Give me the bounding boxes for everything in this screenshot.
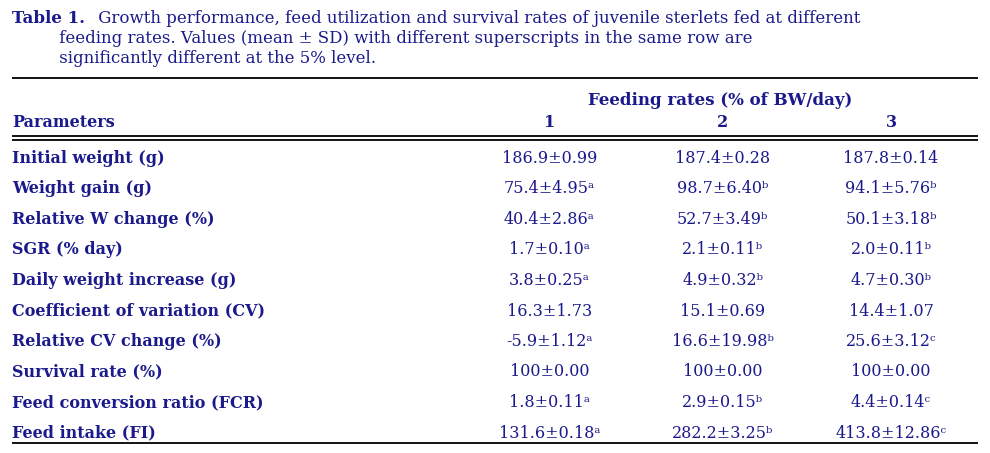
Text: 16.3±1.73: 16.3±1.73: [507, 303, 592, 319]
Text: 4.7±0.30ᵇ: 4.7±0.30ᵇ: [850, 272, 932, 289]
Text: 50.1±3.18ᵇ: 50.1±3.18ᵇ: [845, 211, 937, 228]
Text: 94.1±5.76ᵇ: 94.1±5.76ᵇ: [845, 180, 937, 198]
Text: 1.7±0.10ᵃ: 1.7±0.10ᵃ: [509, 241, 590, 259]
Text: 100±0.00: 100±0.00: [851, 363, 931, 381]
Text: 2.1±0.11ᵇ: 2.1±0.11ᵇ: [682, 241, 763, 259]
Text: Initial weight (g): Initial weight (g): [12, 150, 164, 167]
Text: SGR (% day): SGR (% day): [12, 241, 123, 259]
Text: Parameters: Parameters: [12, 114, 115, 131]
Text: Coefficient of variation (CV): Coefficient of variation (CV): [12, 303, 265, 319]
Text: 282.2±3.25ᵇ: 282.2±3.25ᵇ: [672, 424, 773, 442]
Text: 98.7±6.40ᵇ: 98.7±6.40ᵇ: [677, 180, 768, 198]
Text: Daily weight increase (g): Daily weight increase (g): [12, 272, 237, 289]
Text: 15.1±0.69: 15.1±0.69: [680, 303, 765, 319]
Text: significantly different at the 5% level.: significantly different at the 5% level.: [12, 50, 376, 67]
Text: 2: 2: [717, 114, 729, 131]
Text: 186.9±0.99: 186.9±0.99: [502, 150, 597, 167]
Text: Relative CV change (%): Relative CV change (%): [12, 333, 222, 350]
Text: -5.9±1.12ᵃ: -5.9±1.12ᵃ: [506, 333, 593, 350]
Text: 100±0.00: 100±0.00: [683, 363, 762, 381]
Text: 16.6±19.98ᵇ: 16.6±19.98ᵇ: [672, 333, 773, 350]
Text: 4.9±0.32ᵇ: 4.9±0.32ᵇ: [682, 272, 763, 289]
Text: 2.0±0.11ᵇ: 2.0±0.11ᵇ: [850, 241, 932, 259]
Text: 14.4±1.07: 14.4±1.07: [848, 303, 934, 319]
Text: 413.8±12.86ᶜ: 413.8±12.86ᶜ: [836, 424, 946, 442]
Text: 131.6±0.18ᵃ: 131.6±0.18ᵃ: [499, 424, 600, 442]
Text: 52.7±3.49ᵇ: 52.7±3.49ᵇ: [677, 211, 768, 228]
Text: 1.8±0.11ᵃ: 1.8±0.11ᵃ: [509, 394, 590, 411]
Text: 187.8±0.14: 187.8±0.14: [843, 150, 939, 167]
Text: feeding rates. Values (mean ± SD) with different superscripts in the same row ar: feeding rates. Values (mean ± SD) with d…: [12, 30, 752, 47]
Text: Feed intake (FI): Feed intake (FI): [12, 424, 155, 442]
Text: Feeding rates (% of BW/day): Feeding rates (% of BW/day): [587, 92, 852, 109]
Text: 3: 3: [885, 114, 897, 131]
Text: 100±0.00: 100±0.00: [510, 363, 589, 381]
Text: 75.4±4.95ᵃ: 75.4±4.95ᵃ: [504, 180, 595, 198]
Text: Survival rate (%): Survival rate (%): [12, 363, 162, 381]
Text: 25.6±3.12ᶜ: 25.6±3.12ᶜ: [845, 333, 937, 350]
Text: 187.4±0.28: 187.4±0.28: [675, 150, 770, 167]
Text: Weight gain (g): Weight gain (g): [12, 180, 151, 198]
Text: Growth performance, feed utilization and survival rates of juvenile sterlets fed: Growth performance, feed utilization and…: [93, 10, 860, 27]
Text: 4.4±0.14ᶜ: 4.4±0.14ᶜ: [851, 394, 931, 411]
Text: Feed conversion ratio (FCR): Feed conversion ratio (FCR): [12, 394, 263, 411]
Text: 3.8±0.25ᵃ: 3.8±0.25ᵃ: [509, 272, 590, 289]
Text: Relative W change (%): Relative W change (%): [12, 211, 215, 228]
Text: Table 1.: Table 1.: [12, 10, 85, 27]
Text: 1: 1: [544, 114, 555, 131]
Text: 2.9±0.15ᵇ: 2.9±0.15ᵇ: [682, 394, 763, 411]
Text: 40.4±2.86ᵃ: 40.4±2.86ᵃ: [504, 211, 595, 228]
